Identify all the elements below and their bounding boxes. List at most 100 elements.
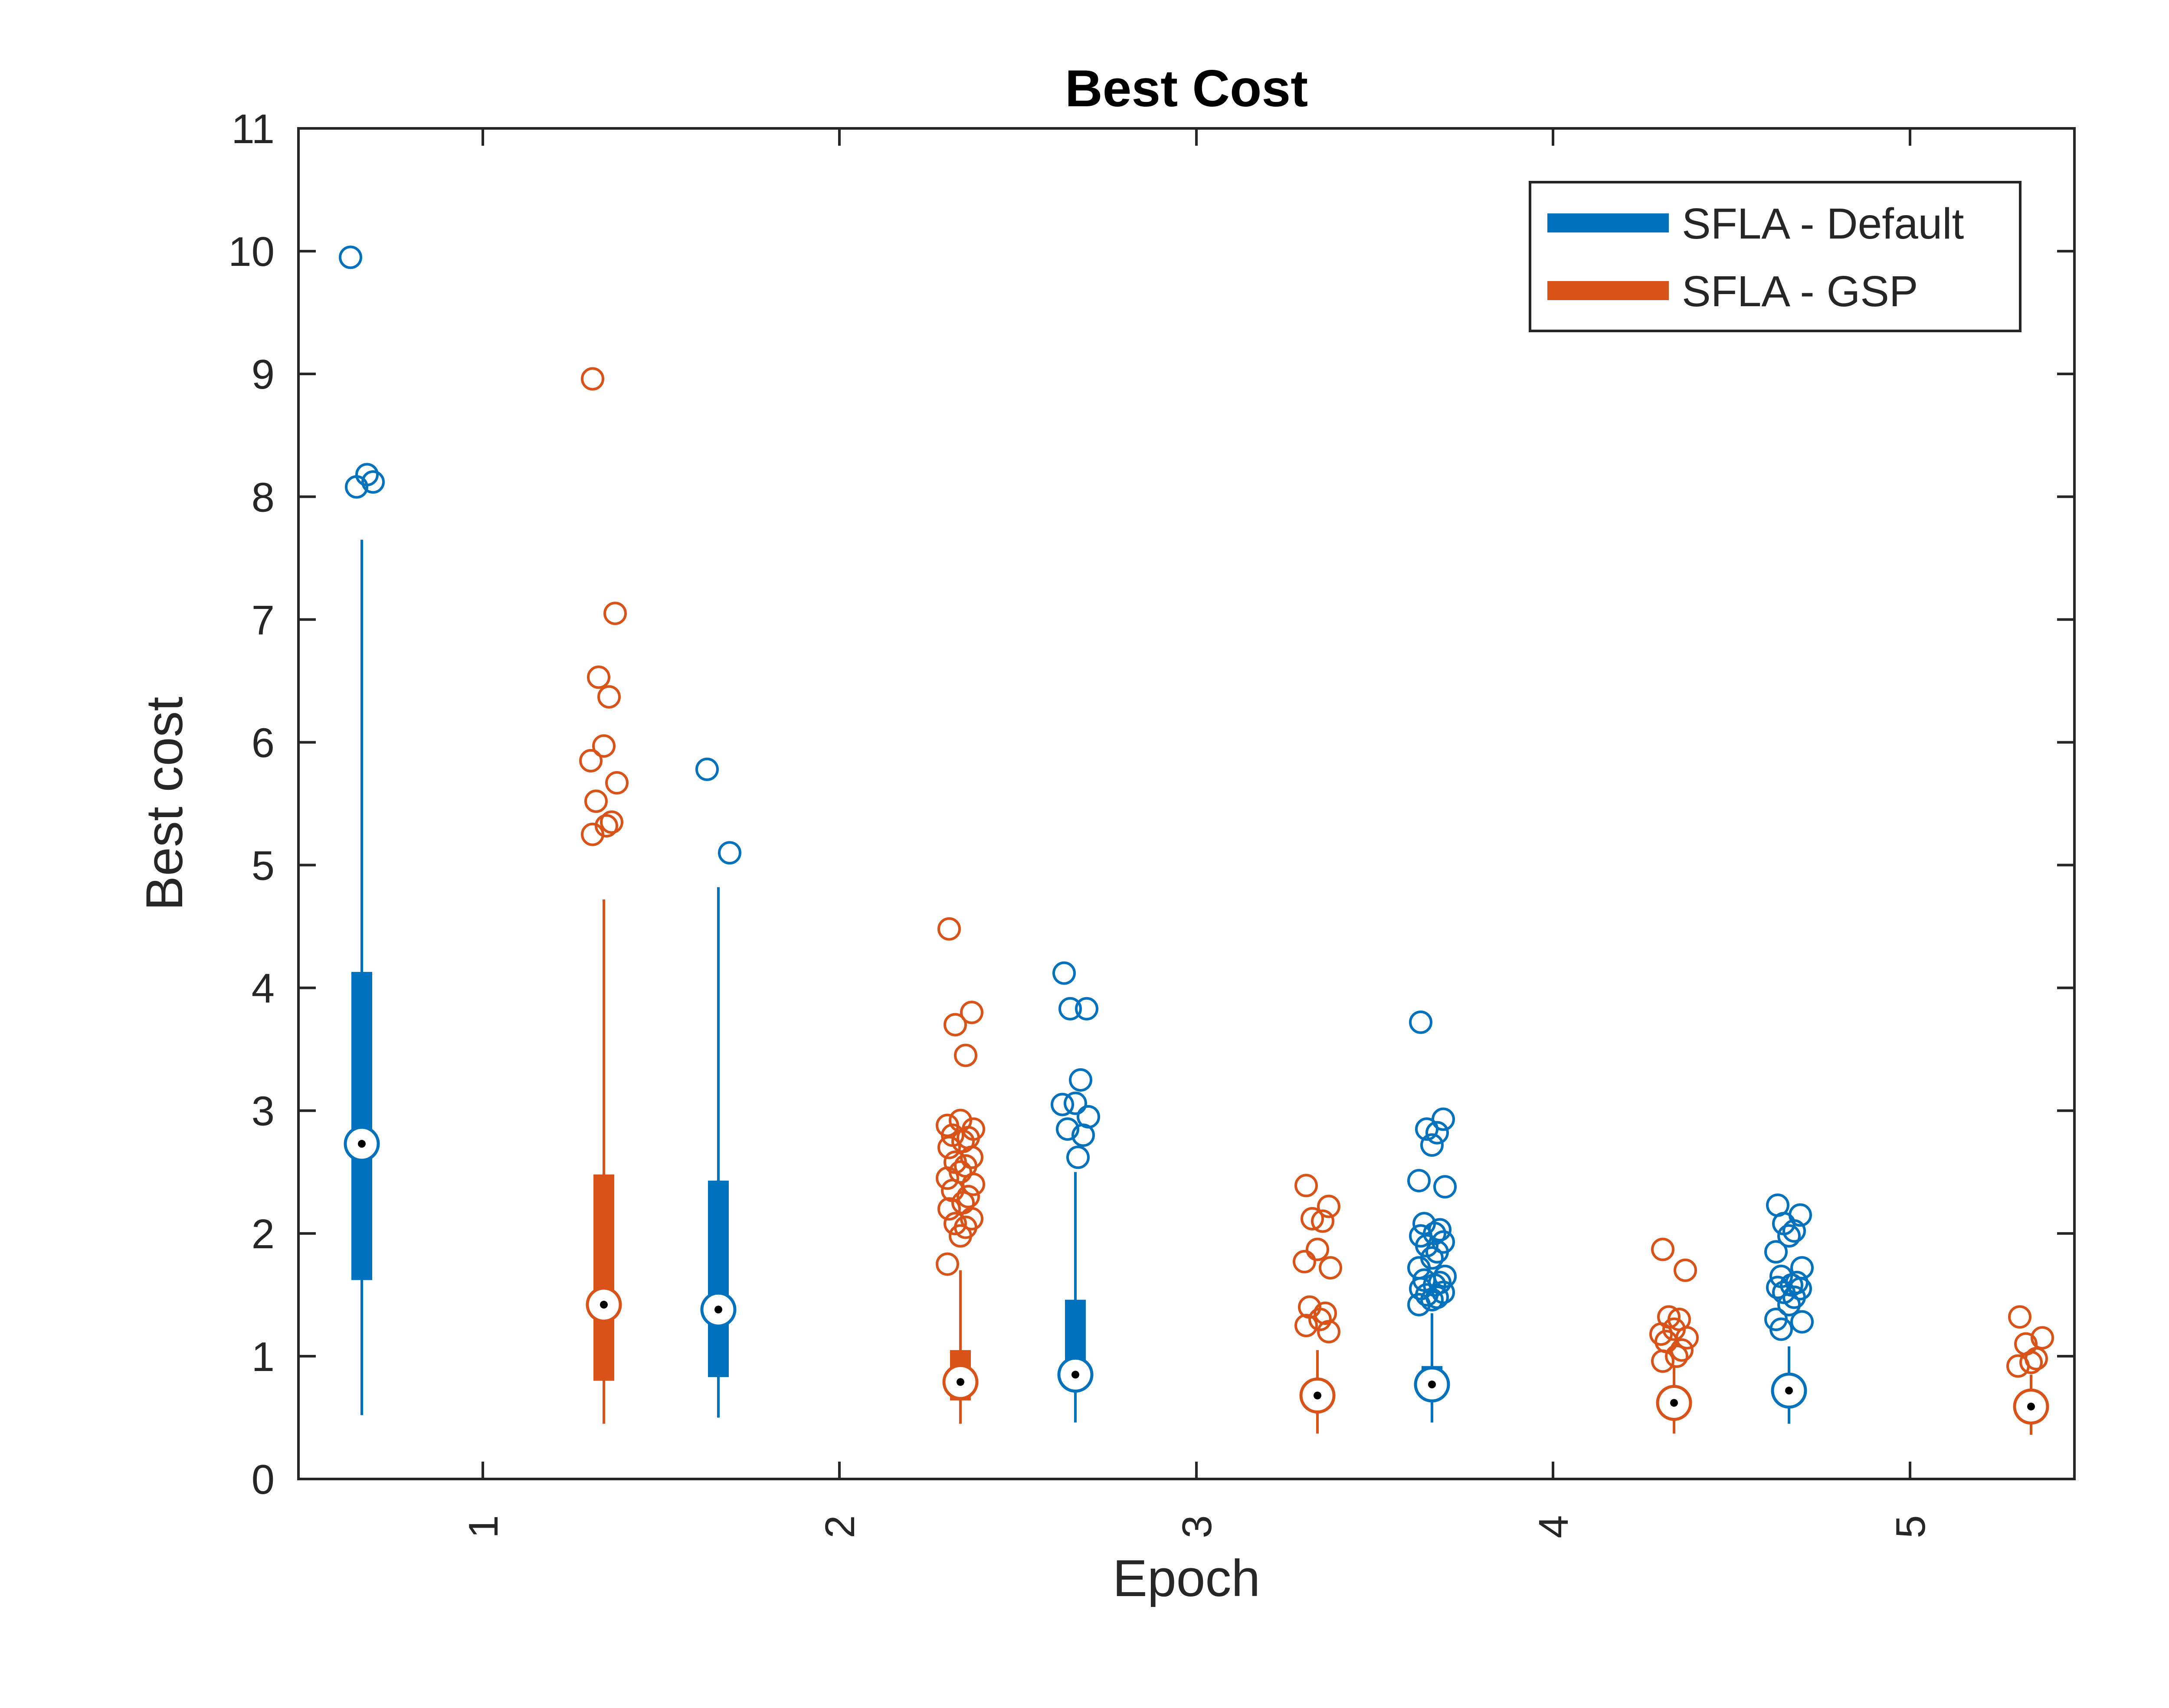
legend: SFLA - Default SFLA - GSP xyxy=(1529,181,2022,332)
x-tick-label: 5 xyxy=(1887,1515,1934,1538)
outlier-point xyxy=(1407,1169,1431,1193)
outlier-point xyxy=(1306,1237,1329,1261)
outlier-point xyxy=(1066,1145,1090,1169)
y-axis-label: Best cost xyxy=(135,697,193,911)
x-axis-label: Epoch xyxy=(1113,1549,1260,1607)
x-tick-label: 3 xyxy=(1174,1515,1220,1538)
outlier-point xyxy=(1051,1093,1074,1116)
outlier-point xyxy=(937,1197,961,1221)
outlier-point xyxy=(1317,1194,1340,1218)
y-tick-label: 6 xyxy=(252,720,275,766)
y-tick-label: 4 xyxy=(252,965,275,1012)
series-gsp xyxy=(579,367,2054,1435)
outlier-point xyxy=(1058,997,1082,1021)
outlier-point xyxy=(1433,1175,1457,1199)
outlier-point xyxy=(361,470,385,494)
outlier-point xyxy=(1308,1307,1332,1331)
outlier-point xyxy=(1649,1322,1673,1346)
median-dot xyxy=(600,1301,608,1309)
y-tick-label: 8 xyxy=(252,474,275,520)
outlier-point xyxy=(1651,1349,1674,1373)
outlier-point xyxy=(2008,1305,2031,1329)
box-epoch-3 xyxy=(1293,1174,1342,1434)
box-epoch-1 xyxy=(339,245,385,1415)
outlier-point xyxy=(718,841,741,865)
outlier-point xyxy=(1425,1121,1449,1145)
outlier-point xyxy=(1415,1117,1438,1141)
outlier-point xyxy=(1651,1237,1674,1261)
median-dot xyxy=(714,1306,722,1314)
median-dot xyxy=(1670,1399,1678,1407)
outlier-point xyxy=(937,917,961,941)
outlier-point xyxy=(1777,1293,1801,1317)
outlier-point xyxy=(962,1172,985,1196)
median-dot xyxy=(1428,1381,1436,1389)
chart-title: Best Cost xyxy=(1065,59,1308,118)
outlier-point xyxy=(1317,1320,1340,1344)
legend-swatch-default xyxy=(1547,213,1669,232)
outlier-point xyxy=(1420,1133,1444,1157)
median-dot xyxy=(358,1140,366,1148)
outlier-point xyxy=(1670,1338,1694,1362)
legend-label-default: SFLA - Default xyxy=(1682,200,1964,248)
x-tick-label: 1 xyxy=(460,1515,507,1538)
median-dot xyxy=(1071,1371,1079,1379)
outlier-point xyxy=(960,1001,983,1024)
legend-label-gsp: SFLA - GSP xyxy=(1682,267,1918,316)
data-layer xyxy=(339,245,2054,1435)
median-dot xyxy=(1314,1391,1321,1400)
outlier-point xyxy=(355,463,379,487)
outlier-point xyxy=(1420,1288,1444,1312)
outlier-point xyxy=(1425,1240,1449,1264)
legend-swatch-gsp xyxy=(1547,281,1669,300)
outlier-point xyxy=(1311,1209,1334,1233)
outlier-point xyxy=(954,1044,977,1067)
box-epoch-4 xyxy=(1649,1237,1699,1434)
outlier-point xyxy=(949,1224,972,1248)
outlier-point xyxy=(1772,1280,1795,1304)
outlier-point xyxy=(1662,1317,1686,1341)
legend-box xyxy=(1529,181,2022,332)
outlier-point xyxy=(581,367,604,391)
outlier-point xyxy=(1314,1301,1337,1325)
outlier-point xyxy=(2019,1351,2043,1374)
box-epoch-3 xyxy=(1051,961,1100,1423)
outlier-point xyxy=(1407,1293,1431,1317)
outlier-point xyxy=(2006,1354,2030,1378)
outlier-point xyxy=(1790,1310,1814,1334)
outlier-point xyxy=(936,1166,959,1190)
outlier-point xyxy=(1293,1250,1316,1273)
y-tick-label: 2 xyxy=(252,1211,275,1257)
outlier-point xyxy=(944,1013,967,1037)
box-iqr xyxy=(708,1181,729,1378)
y-tick-label: 10 xyxy=(228,229,275,275)
outlier-point xyxy=(1665,1344,1688,1368)
y-tick-label: 1 xyxy=(252,1334,275,1380)
y-tick-label: 3 xyxy=(252,1088,275,1135)
box-iqr xyxy=(593,1174,614,1381)
outlier-point xyxy=(600,810,623,834)
outlier-point xyxy=(1782,1219,1806,1243)
outlier-point xyxy=(1319,1256,1342,1280)
box-epoch-2 xyxy=(936,917,985,1424)
x-tick-label: 2 xyxy=(817,1515,863,1538)
outlier-point xyxy=(1777,1224,1801,1248)
series-default xyxy=(339,245,1814,1424)
outlier-point xyxy=(584,789,608,813)
outlier-point xyxy=(1764,1240,1788,1264)
median-dot xyxy=(957,1378,964,1386)
y-tick-label: 5 xyxy=(252,843,275,889)
box-epoch-4 xyxy=(1407,1010,1457,1423)
outlier-point xyxy=(1069,1068,1092,1092)
outlier-point xyxy=(1294,1314,1318,1338)
outlier-point xyxy=(1052,961,1076,985)
box-epoch-5 xyxy=(2006,1305,2054,1435)
outlier-point xyxy=(339,245,362,269)
outlier-point xyxy=(1409,1010,1432,1034)
plot-frame xyxy=(297,127,2076,1480)
outlier-point xyxy=(581,822,604,846)
outlier-point xyxy=(1301,1207,1324,1230)
median-dot xyxy=(1785,1387,1793,1395)
box-epoch-1 xyxy=(579,367,629,1424)
outlier-point xyxy=(1064,1091,1087,1115)
